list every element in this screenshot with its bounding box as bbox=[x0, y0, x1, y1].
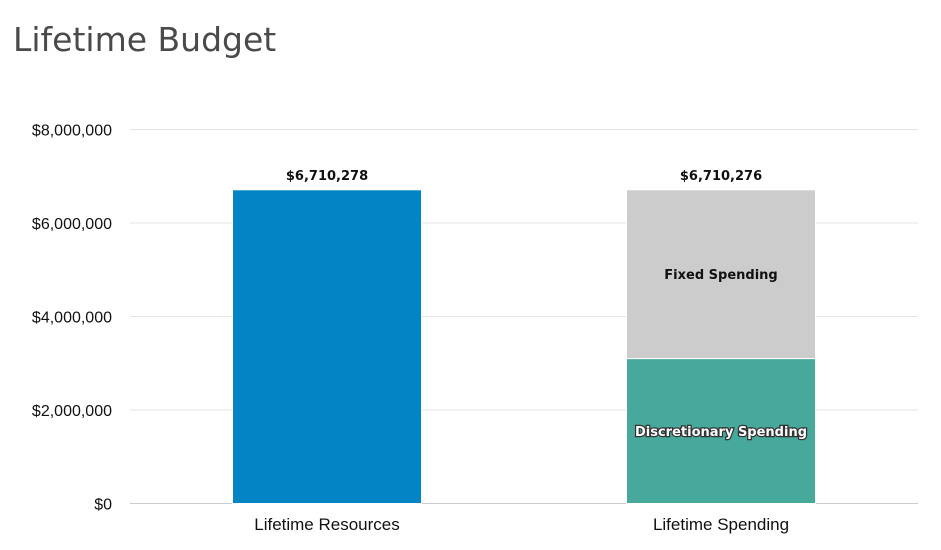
y-tick-label: $4,000,000 bbox=[32, 310, 112, 327]
bar-segment bbox=[626, 358, 816, 505]
x-category-label: Lifetime Spending bbox=[653, 515, 789, 534]
y-tick-label: $8,000,000 bbox=[32, 123, 112, 140]
y-tick-label: $0 bbox=[94, 497, 112, 514]
bar-segment bbox=[232, 189, 422, 505]
chart-title: Lifetime Budget bbox=[13, 20, 277, 59]
bar-total-label: $6,710,278 bbox=[286, 169, 368, 184]
x-category-label: Lifetime Resources bbox=[254, 515, 400, 534]
y-tick-label: $6,000,000 bbox=[32, 216, 112, 233]
bar-segment bbox=[626, 189, 816, 360]
y-tick-label: $2,000,000 bbox=[32, 403, 112, 420]
bar-total-label: $6,710,276 bbox=[680, 169, 762, 184]
segment-label: Fixed Spending bbox=[664, 268, 777, 283]
segment-label: Discretionary Spending bbox=[635, 425, 807, 440]
